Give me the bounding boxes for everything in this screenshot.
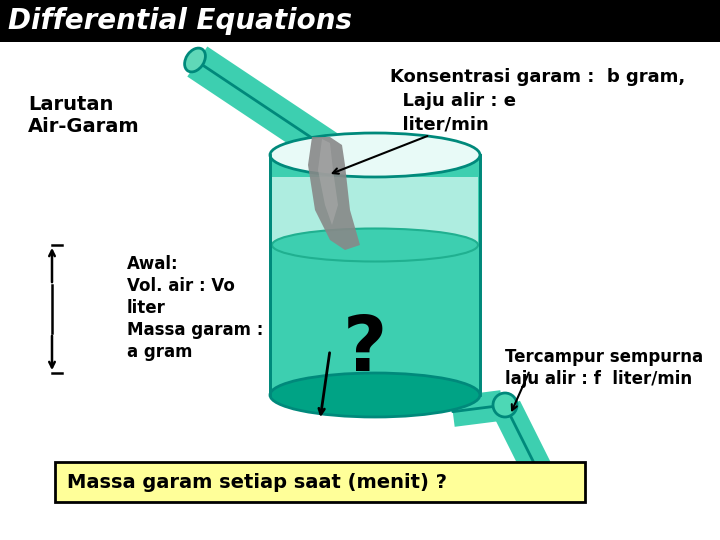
- Ellipse shape: [493, 393, 517, 417]
- Bar: [272, 177, 478, 245]
- Ellipse shape: [270, 133, 480, 177]
- Text: ?: ?: [343, 313, 387, 387]
- Polygon shape: [308, 137, 360, 250]
- Bar: [0, 0, 720, 42]
- Text: Tercampur sempurna
laju alir : f  liter/min: Tercampur sempurna laju alir : f liter/m…: [505, 348, 703, 388]
- Text: Konsentrasi garam :  b gram,
  Laju alir : e
  liter/min: Konsentrasi garam : b gram, Laju alir : …: [390, 68, 685, 133]
- Text: Massa garam setiap saat (menit) ?: Massa garam setiap saat (menit) ?: [67, 472, 447, 491]
- Bar: [270, 155, 480, 395]
- Text: Differential Equations: Differential Equations: [8, 7, 352, 35]
- Ellipse shape: [184, 48, 205, 72]
- Text: Larutan
Air-Garam: Larutan Air-Garam: [28, 95, 140, 136]
- Bar: [55, 462, 585, 502]
- Text: Awal:
Vol. air : Vo
liter
Massa garam :
a gram: Awal: Vol. air : Vo liter Massa garam : …: [127, 254, 264, 361]
- Ellipse shape: [272, 228, 478, 261]
- Polygon shape: [318, 139, 338, 225]
- Ellipse shape: [270, 373, 480, 417]
- Bar: [272, 245, 478, 373]
- Ellipse shape: [528, 468, 552, 482]
